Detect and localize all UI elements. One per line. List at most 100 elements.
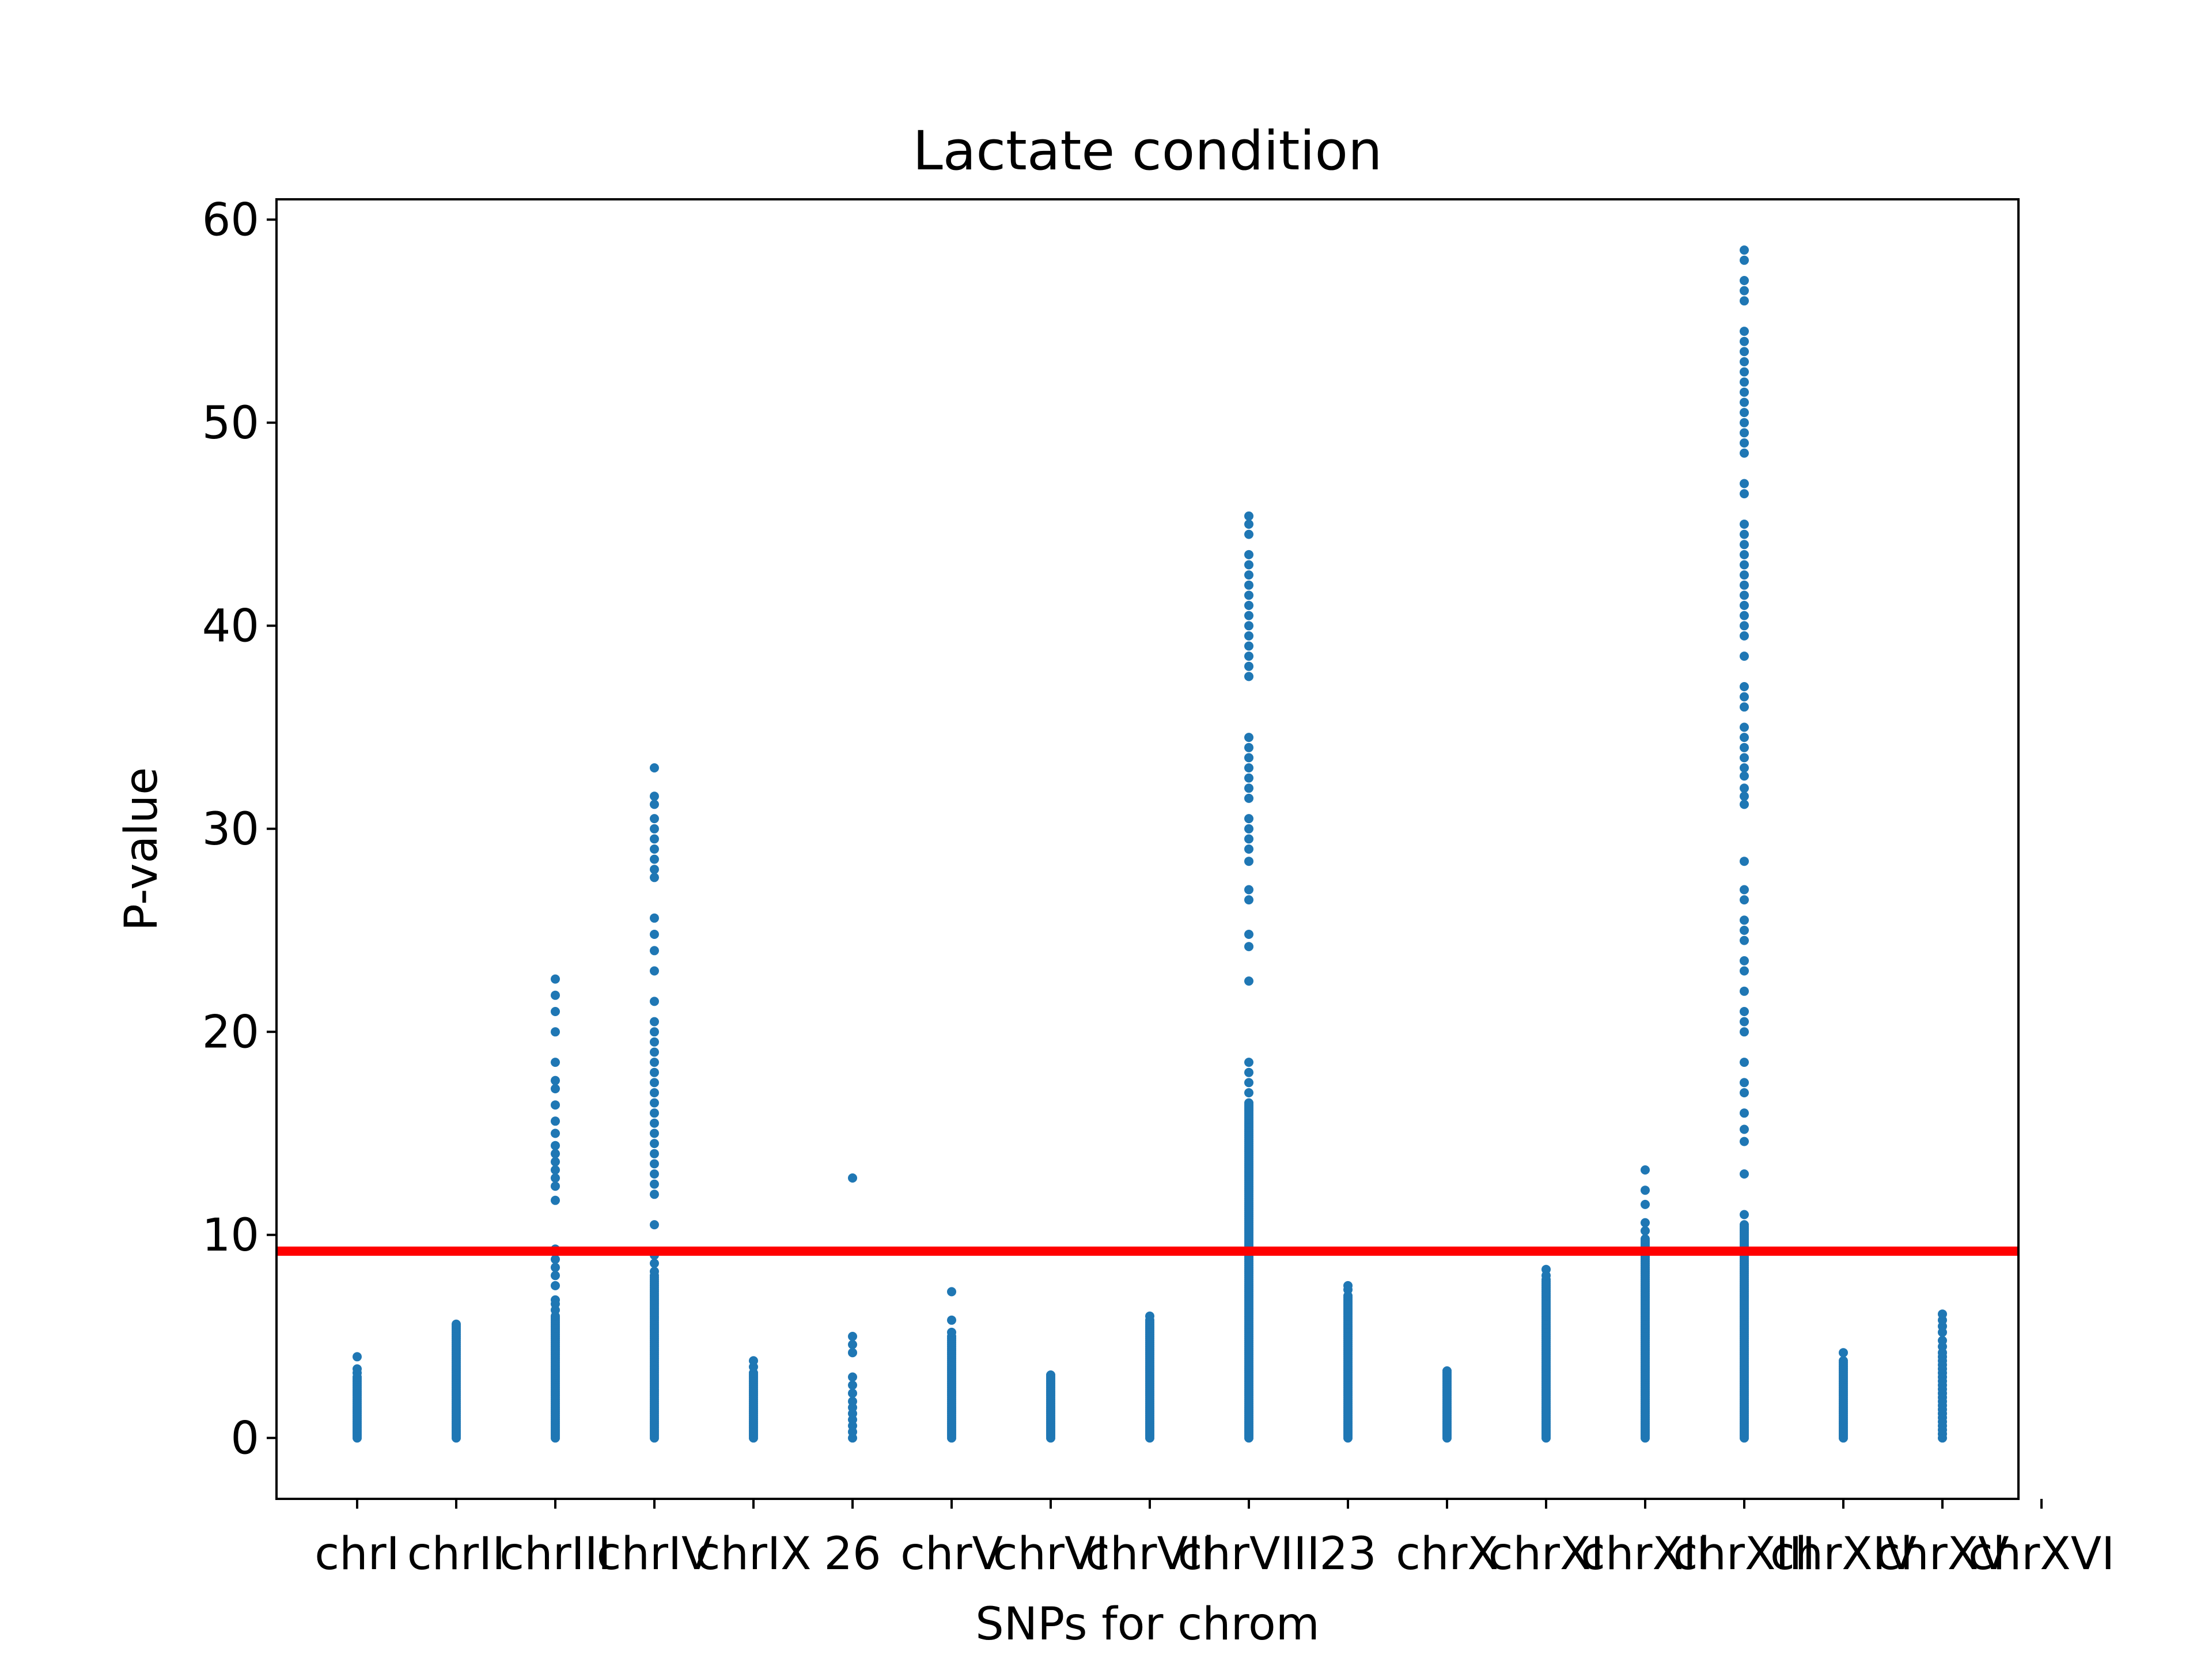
data-point <box>1740 550 1749 559</box>
data-point <box>551 1255 560 1264</box>
data-point <box>1244 529 1253 539</box>
data-point <box>551 1128 560 1138</box>
data-point <box>650 854 659 864</box>
data-point <box>1740 857 1749 866</box>
data-point <box>1244 824 1253 834</box>
data-point <box>1244 641 1253 651</box>
data-point <box>1740 418 1749 427</box>
data-point <box>1740 935 1749 945</box>
data-point <box>848 1396 857 1406</box>
data-point <box>650 800 659 809</box>
data-point <box>650 824 659 834</box>
data-point <box>650 1159 659 1169</box>
data-point <box>1740 733 1749 743</box>
data-point <box>848 1372 857 1382</box>
data-point <box>650 1058 659 1067</box>
data-point <box>551 1157 560 1166</box>
data-point <box>1244 580 1253 590</box>
y-tick-label: 40 <box>202 600 259 652</box>
x-tick-label: chrIII <box>499 1528 611 1580</box>
x-tick-label: chrX <box>1396 1528 1498 1580</box>
data-point <box>1740 1007 1749 1016</box>
data-point <box>1740 397 1749 407</box>
data-point <box>1541 1264 1551 1274</box>
x-tick-label: chrIV <box>597 1528 713 1580</box>
x-tick-label: chrXII <box>1581 1528 1710 1580</box>
data-point <box>1244 511 1253 521</box>
data-point <box>650 930 659 939</box>
data-point <box>1740 327 1749 336</box>
data-point <box>650 997 659 1006</box>
data-point <box>1740 448 1749 458</box>
x-tick-label: chrXIII <box>1673 1528 1816 1580</box>
data-point <box>1740 479 1749 488</box>
data-point <box>1740 296 1749 306</box>
x-tick-label: chrXI <box>1488 1528 1604 1580</box>
data-point <box>551 1271 560 1281</box>
data-point <box>1244 783 1253 793</box>
data-point <box>551 1084 560 1093</box>
data-point <box>1740 255 1749 265</box>
data-point <box>1839 1348 1848 1358</box>
data-point <box>1244 652 1253 661</box>
data-point <box>1740 652 1749 661</box>
x-tick-label: chrIX <box>696 1528 812 1580</box>
data-point <box>650 1128 659 1138</box>
data-point <box>1244 560 1253 570</box>
data-point <box>551 1263 560 1272</box>
data-point <box>1740 763 1749 772</box>
data-point <box>1740 631 1749 641</box>
data-point <box>1244 753 1253 763</box>
data-point <box>1740 1124 1749 1134</box>
data-point <box>1244 733 1253 743</box>
data-point <box>1839 1356 1848 1366</box>
data-point <box>650 1108 659 1118</box>
data-point <box>1740 601 1749 610</box>
data-point <box>650 946 659 956</box>
data-point <box>1740 367 1749 377</box>
data-point <box>650 1047 659 1057</box>
data-point <box>1740 1088 1749 1097</box>
x-tick-label: chrVII <box>1085 1528 1214 1580</box>
data-point <box>1244 661 1253 671</box>
data-point <box>1740 986 1749 996</box>
data-point <box>551 1281 560 1290</box>
data-point <box>551 1173 560 1183</box>
data-point <box>551 1295 560 1305</box>
data-point <box>551 1027 560 1037</box>
data-point <box>1740 590 1749 600</box>
y-axis: 0 10 20 30 40 50 60 <box>202 194 276 1464</box>
data-point <box>1740 489 1749 499</box>
data-point <box>650 1088 659 1097</box>
data-point <box>1244 1067 1253 1077</box>
data-point <box>353 1364 362 1374</box>
data-point <box>650 834 659 844</box>
data-point <box>1244 895 1253 905</box>
x-axis-label: SNPs for chrom <box>975 1599 1319 1650</box>
x-tick-label: chrXIV <box>1770 1528 1916 1580</box>
data-point <box>551 1165 560 1175</box>
data-point <box>1740 357 1749 366</box>
data-point <box>551 990 560 1000</box>
data-point <box>1244 885 1253 895</box>
data-point <box>1244 672 1253 681</box>
data-point <box>1641 1199 1650 1209</box>
data-point <box>1641 1226 1650 1236</box>
data-point <box>551 1149 560 1158</box>
data-point <box>1740 1137 1749 1146</box>
x-tick-label: chrXVI <box>1968 1528 2115 1580</box>
data-point <box>1442 1366 1452 1376</box>
data-point <box>1244 930 1253 939</box>
data-point <box>650 1037 659 1047</box>
data-point <box>1740 336 1749 346</box>
data-point <box>1740 1027 1749 1037</box>
x-tick-label: chrII <box>407 1528 505 1580</box>
data-point <box>1740 245 1749 255</box>
data-point <box>1740 791 1749 801</box>
data-point <box>650 1098 659 1108</box>
data-point <box>1244 814 1253 824</box>
data-point <box>1244 1078 1253 1088</box>
data-point <box>1740 1220 1749 1230</box>
